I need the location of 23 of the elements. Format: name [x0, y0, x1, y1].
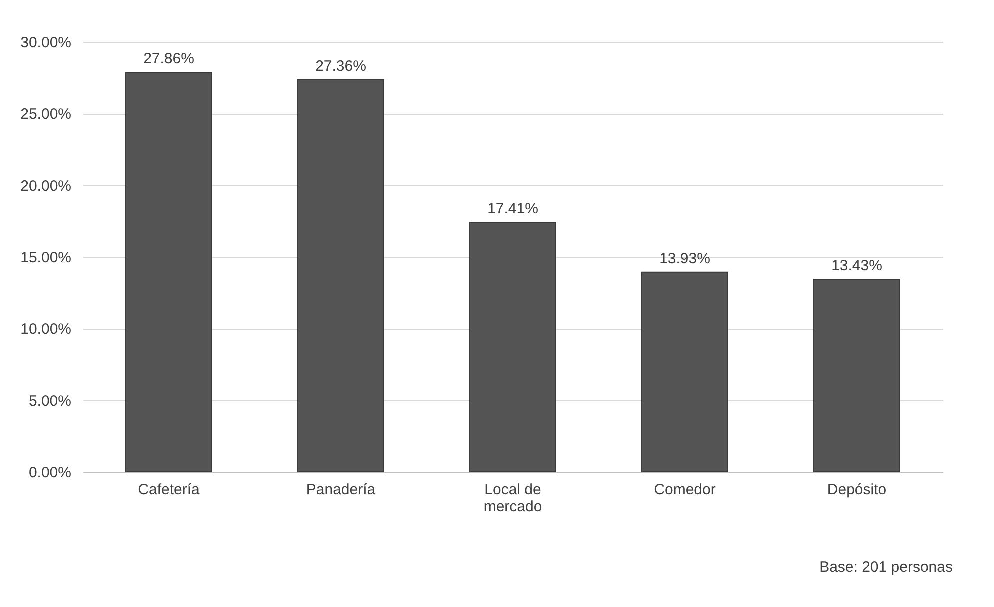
y-tick-label: 15.00%	[20, 250, 72, 266]
data-label: 13.43%	[832, 258, 882, 275]
data-label: 27.86%	[144, 50, 194, 68]
x-tick-label: Panadería	[306, 482, 376, 498]
data-label: 27.36%	[316, 58, 366, 75]
x-tick-label: Comedor	[654, 482, 716, 498]
x-tick-label: Depósito	[827, 482, 887, 498]
y-tick-label: 25.00%	[20, 106, 72, 124]
bar	[642, 272, 728, 472]
x-tick-label: Cafetería	[138, 482, 201, 498]
y-tick-label: 10.00%	[20, 321, 72, 338]
bar	[814, 279, 900, 472]
text: Base: 201 personas	[820, 559, 953, 576]
y-tick-label: 0.00%	[28, 464, 72, 482]
y-tick-label: 5.00%	[28, 392, 72, 410]
bar	[470, 222, 556, 472]
x-tick-label: Local de mercado	[484, 482, 542, 516]
bar	[298, 79, 384, 472]
y-tick-label: 20.00%	[20, 178, 72, 195]
bar	[126, 72, 212, 472]
y-tick-label: 30.00%	[20, 34, 72, 52]
data-label: 17.41%	[488, 200, 538, 218]
data-label: 13.93%	[660, 250, 710, 268]
